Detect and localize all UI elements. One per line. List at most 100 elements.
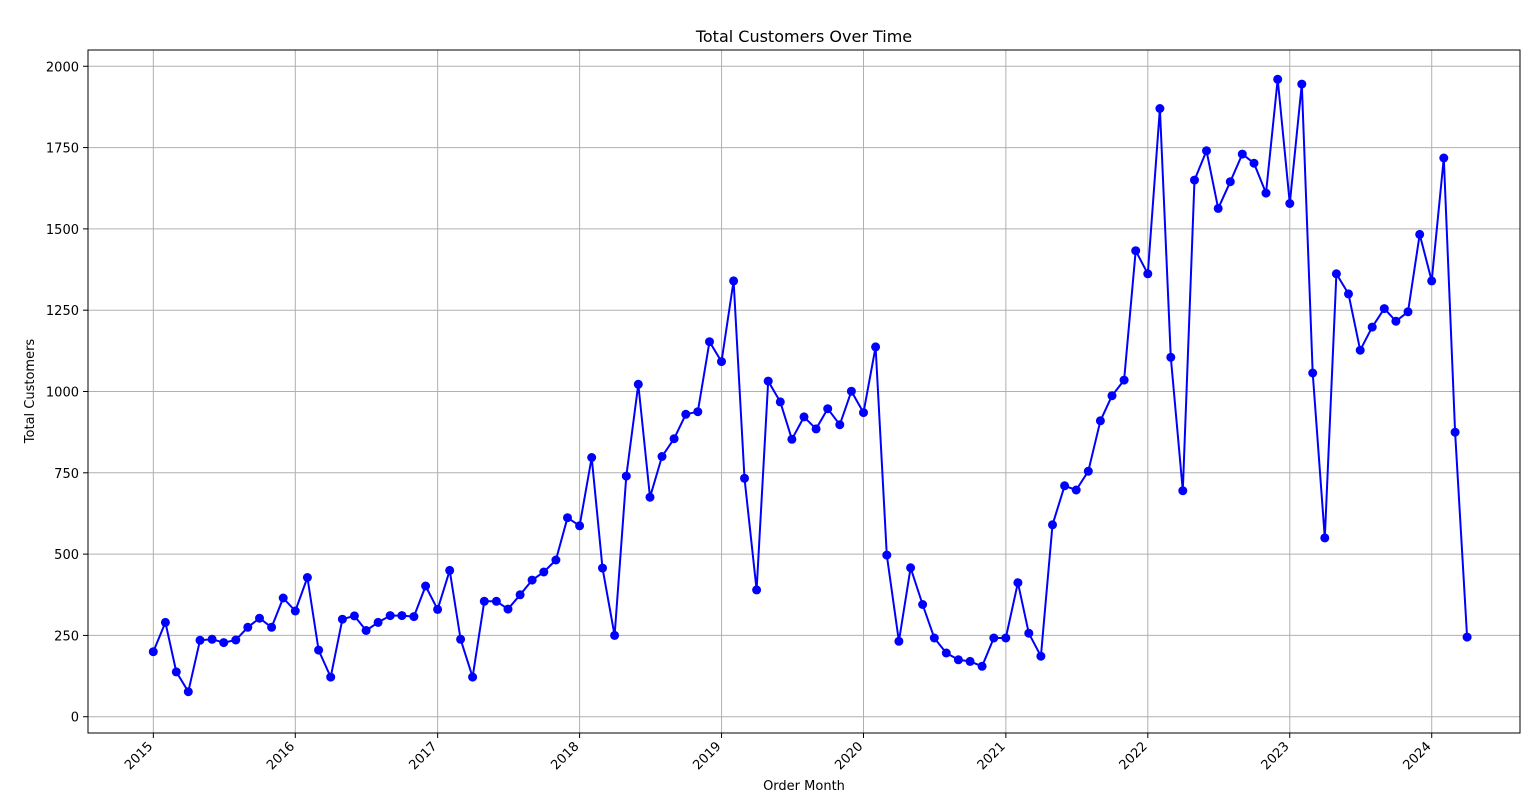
- x-tick-label: 2023: [1259, 739, 1293, 773]
- data-point: [421, 581, 431, 591]
- data-point: [1213, 203, 1223, 213]
- data-point: [989, 633, 999, 643]
- data-point: [1119, 375, 1129, 385]
- data-point: [1427, 276, 1437, 286]
- x-tick-label: 2021: [975, 739, 1009, 773]
- series-line-layer: [152, 78, 1469, 693]
- data-point: [965, 656, 975, 666]
- data-point: [278, 593, 288, 603]
- data-point: [1320, 533, 1330, 543]
- data-point: [729, 276, 739, 286]
- data-point: [1355, 345, 1365, 355]
- data-point: [219, 638, 229, 648]
- data-point: [1297, 79, 1307, 89]
- data-point: [1308, 368, 1318, 378]
- x-axis-label: Order Month: [763, 779, 845, 794]
- data-point: [882, 550, 892, 560]
- chart-title: Total Customers Over Time: [695, 27, 912, 46]
- data-point: [1344, 289, 1353, 299]
- data-point: [171, 667, 181, 677]
- data-point: [397, 611, 407, 621]
- data-point: [693, 407, 703, 417]
- data-point: [243, 622, 253, 632]
- data-point: [953, 655, 963, 665]
- data-point: [633, 379, 643, 389]
- data-point: [456, 634, 466, 644]
- data-point: [575, 521, 585, 531]
- data-point: [587, 453, 597, 462]
- data-point: [433, 604, 443, 614]
- data-point: [255, 613, 264, 623]
- data-point: [705, 337, 714, 347]
- data-point: [1331, 269, 1341, 279]
- data-point: [740, 473, 749, 483]
- data-point: [1403, 307, 1413, 317]
- data-point: [1178, 486, 1188, 496]
- data-point: [302, 573, 312, 582]
- x-tick-label: 2019: [690, 739, 724, 773]
- data-point: [846, 386, 856, 396]
- x-tick-label: 2018: [548, 739, 582, 773]
- data-point: [811, 424, 821, 434]
- data-point: [1261, 188, 1271, 198]
- y-tick-label: 1750: [46, 142, 79, 157]
- data-point: [799, 412, 809, 422]
- x-tick-label: 2015: [122, 739, 156, 773]
- data-point: [160, 617, 170, 627]
- data-point: [1001, 633, 1011, 643]
- data-point: [1013, 578, 1023, 588]
- data-point: [1143, 269, 1153, 279]
- x-tick-label: 2020: [832, 739, 866, 773]
- data-point: [195, 635, 205, 645]
- data-point: [657, 452, 667, 461]
- data-point: [941, 648, 951, 658]
- data-point: [479, 596, 489, 606]
- data-point: [1048, 520, 1057, 530]
- data-point: [752, 585, 762, 595]
- data-point: [1237, 149, 1247, 159]
- data-point: [1155, 104, 1165, 113]
- x-tick-label: 2024: [1401, 739, 1435, 773]
- data-point: [871, 342, 881, 352]
- y-tick-label: 2000: [46, 60, 79, 75]
- data-point: [1225, 177, 1235, 187]
- data-point: [681, 409, 691, 419]
- data-point: [787, 434, 797, 444]
- data-point: [183, 687, 193, 697]
- data-point: [491, 596, 501, 606]
- data-point: [409, 612, 419, 622]
- data-point: [1202, 146, 1211, 156]
- data-point: [337, 614, 347, 624]
- data-point: [148, 647, 158, 657]
- data-point: [835, 420, 845, 430]
- data-point: [290, 606, 300, 616]
- data-point: [1024, 628, 1034, 638]
- data-point: [373, 617, 383, 627]
- data-point: [1439, 153, 1449, 163]
- data-point: [527, 575, 537, 585]
- data-point: [563, 513, 572, 523]
- data-point: [1071, 485, 1081, 495]
- y-tick-label: 250: [54, 629, 79, 644]
- data-point: [669, 434, 679, 444]
- data-point: [1379, 304, 1389, 314]
- data-point: [515, 590, 525, 600]
- y-tick-label: 0: [71, 711, 79, 726]
- data-point: [1166, 352, 1176, 362]
- data-point: [598, 563, 607, 573]
- y-axis-ticks: 0 250 500 750 1000 1250 1500 1750 2000: [46, 60, 88, 726]
- data-point: [267, 622, 277, 632]
- data-point: [314, 645, 324, 655]
- data-point: [823, 404, 833, 414]
- data-point: [1131, 246, 1141, 256]
- data-point: [1190, 175, 1199, 185]
- data-point: [1450, 427, 1460, 437]
- y-tick-label: 1500: [46, 223, 79, 238]
- data-point: [763, 376, 773, 386]
- data-point: [775, 397, 785, 407]
- data-point: [1107, 391, 1117, 401]
- data-point: [445, 565, 455, 575]
- data-point: [1367, 322, 1377, 332]
- data-point: [539, 567, 549, 577]
